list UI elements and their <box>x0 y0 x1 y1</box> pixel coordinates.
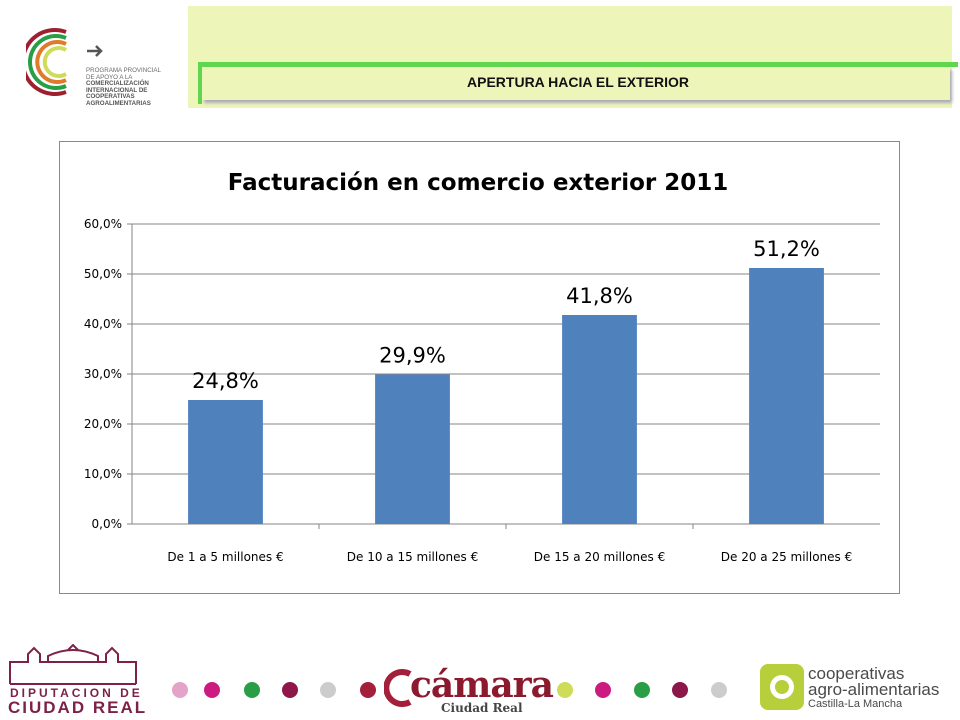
y-tick-label: 40,0% <box>84 317 122 331</box>
logo-line: AGROALIMENTARIAS <box>86 99 151 107</box>
decorative-dot <box>672 682 688 698</box>
section-title: APERTURA HACIA EL EXTERIOR <box>467 74 689 90</box>
data-label: 41,8% <box>566 284 633 308</box>
camara-logo-subtitle: Ciudad Real <box>441 701 523 715</box>
diputacion-line2: CIUDAD REAL <box>8 698 148 717</box>
logo-line: INTERNACIONAL DE <box>86 86 148 94</box>
chart-frame: Facturación en comercio exterior 2011 0,0… <box>59 141 900 594</box>
camara-c-icon <box>384 669 412 707</box>
decorative-dot <box>204 682 220 698</box>
x-tick-label: De 10 a 15 millones € <box>347 550 479 564</box>
cooperativas-logo-icon <box>760 664 804 710</box>
decorative-dot <box>595 682 611 698</box>
program-logo: PROGRAMA PROVINCIAL DE APOYO A LA COMERC… <box>26 22 176 118</box>
title-bar-accent <box>198 62 958 67</box>
data-label: 24,8% <box>192 369 259 393</box>
x-tick-label: De 20 a 25 millones € <box>721 550 853 564</box>
logo-line: PROGRAMA PROVINCIAL <box>86 67 161 74</box>
data-label: 29,9% <box>379 344 446 368</box>
section-title-bar: APERTURA HACIA EL EXTERIOR <box>198 62 958 104</box>
logo-line: COOPERATIVAS <box>86 93 135 101</box>
decorative-dot <box>360 682 376 698</box>
decorative-dot <box>172 682 188 698</box>
cooperativas-line1: cooperativas <box>808 664 905 683</box>
diputacion-line1: DIPUTACION DE <box>10 686 143 700</box>
y-tick-label: 30,0% <box>84 367 122 381</box>
arrow-right-icon <box>87 45 103 57</box>
bar-chart: Facturación en comercio exterior 2011 0,0… <box>84 170 880 564</box>
logo-line: COMERCIALIZACIÓN <box>86 80 149 88</box>
bar <box>375 374 450 524</box>
title-bar-accent <box>198 62 202 104</box>
y-tick-label: 60,0% <box>84 217 122 231</box>
program-logo-text: PROGRAMA PROVINCIAL DE APOYO A LA COMERC… <box>86 67 186 108</box>
bar <box>188 400 263 524</box>
program-logo-rings-icon <box>26 28 68 96</box>
decorative-dot <box>282 682 298 698</box>
decorative-dot <box>557 682 573 698</box>
y-tick-label: 10,0% <box>84 467 122 481</box>
decorative-dot <box>244 682 260 698</box>
cooperativas-line3: Castilla-La Mancha <box>808 698 903 710</box>
camara-logo-text: cámara <box>410 664 554 706</box>
x-tick-label: De 15 a 20 millones € <box>534 550 666 564</box>
bar <box>749 268 824 524</box>
chart-title: Facturación en comercio exterior 2011 <box>228 170 729 196</box>
y-tick-label: 20,0% <box>84 417 122 431</box>
diputacion-building-icon <box>9 644 137 685</box>
title-bar-box <box>202 67 950 100</box>
y-tick-label: 50,0% <box>84 267 122 281</box>
data-label: 51,2% <box>753 237 820 261</box>
cooperativas-line2: agro-alimentarias <box>808 680 940 699</box>
logo-line: DE APOYO A LA <box>86 73 133 81</box>
x-tick-label: De 1 a 5 millones € <box>167 550 283 564</box>
decorative-dot <box>320 682 336 698</box>
decorative-dot <box>634 682 650 698</box>
decorative-dot <box>711 682 727 698</box>
bar <box>562 315 637 524</box>
y-tick-label: 0,0% <box>92 517 123 531</box>
